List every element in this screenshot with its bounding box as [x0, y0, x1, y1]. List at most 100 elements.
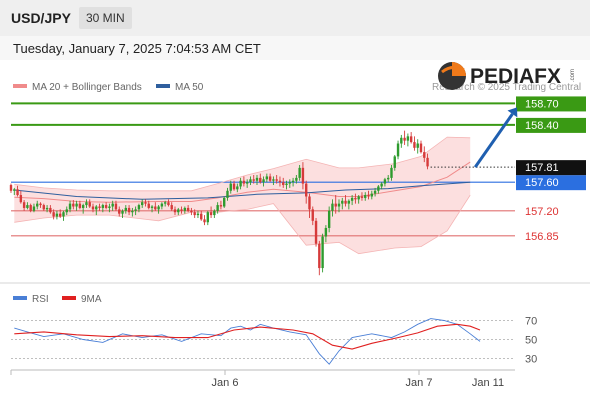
candle [160, 202, 164, 210]
candle [101, 203, 105, 213]
rsi-tick-label: 70 [525, 316, 537, 328]
candle [167, 199, 170, 207]
candle-body [55, 213, 59, 217]
candle-body [318, 243, 321, 269]
candle-body [68, 203, 72, 210]
candle-body [124, 207, 127, 211]
candle [298, 164, 301, 181]
candle [49, 205, 52, 214]
candle-body [32, 206, 36, 211]
candle-body [252, 179, 255, 181]
candle [226, 187, 229, 201]
candle-body [282, 182, 285, 186]
candle [278, 176, 282, 187]
candle-body [305, 183, 308, 197]
candle [127, 205, 131, 216]
level-label-156.85: 156.85 [525, 231, 559, 243]
candle [357, 195, 360, 204]
candle-body [272, 179, 275, 181]
candle-body [114, 203, 118, 210]
candle [383, 177, 387, 187]
candle-body [423, 152, 426, 158]
candle-body [200, 213, 203, 220]
candle [341, 197, 344, 210]
chart-area: 158.70 158.40 157.60 157.20 156.85 157.81 Res… [0, 60, 590, 400]
candle-body [134, 209, 137, 211]
candle-body [387, 177, 390, 180]
candle-body [413, 142, 416, 148]
candle [416, 139, 419, 154]
rsi-tick-label: 50 [525, 335, 537, 347]
candle-body [268, 176, 272, 181]
candle [413, 136, 416, 151]
legend-9ma-label: 9MA [81, 294, 102, 305]
candle-body [229, 183, 232, 191]
candle-body [380, 183, 383, 187]
candle-body [170, 205, 173, 210]
candle-body [52, 212, 55, 217]
candle-body [216, 205, 219, 211]
candle [331, 199, 334, 217]
candle [255, 175, 259, 186]
candle [360, 192, 364, 201]
symbol-label: USD/JPY [11, 10, 71, 26]
legend-ma50-label: MA 50 [175, 82, 204, 93]
candle [180, 206, 183, 214]
candle [32, 203, 36, 213]
bollinger-lower-line [14, 194, 471, 255]
candle [318, 240, 321, 276]
candle [144, 199, 147, 207]
candle [59, 209, 62, 218]
legend-rsi-label: RSI [32, 294, 49, 305]
candle [95, 205, 98, 216]
candle [91, 203, 95, 213]
candle [249, 176, 252, 186]
candle-body [127, 207, 131, 213]
candle [19, 190, 23, 204]
legend-ma20-label: MA 20 + Bollinger Bands [32, 82, 142, 93]
candle-body [150, 206, 154, 208]
candle-body [377, 186, 380, 191]
candle-body [259, 177, 262, 183]
candle [170, 202, 173, 211]
current-price-label: 157.81 [525, 162, 559, 174]
candle [39, 202, 42, 208]
candle [85, 199, 88, 208]
candle [55, 210, 59, 220]
candle-body [154, 206, 157, 210]
candle [219, 200, 223, 210]
candle-body [393, 156, 396, 168]
candle-body [314, 220, 318, 244]
candle [78, 200, 82, 210]
candle [42, 203, 45, 211]
candle-body [367, 195, 370, 197]
brand-logo: PEDIAFX .com [434, 58, 580, 99]
candle-body [223, 197, 226, 207]
candle [301, 162, 305, 190]
candle [259, 173, 262, 184]
candle-body [157, 206, 160, 210]
candle-body [242, 180, 246, 184]
timeframe-button[interactable]: 30 MIN [79, 7, 132, 29]
candle [334, 195, 337, 214]
candle-body [390, 167, 393, 178]
candle [62, 210, 65, 221]
candle [305, 180, 308, 204]
candle-body [341, 200, 344, 204]
candle-body [147, 203, 150, 208]
candle [16, 185, 19, 197]
candle-body [400, 137, 403, 144]
candle [393, 154, 396, 171]
candle-body [101, 205, 105, 208]
candle-body [118, 209, 121, 214]
candle-body [19, 195, 23, 203]
candle [213, 209, 216, 218]
candle [324, 225, 328, 243]
candle [239, 177, 242, 190]
candle-body [347, 200, 351, 204]
candle-body [173, 209, 177, 213]
candle-body [426, 157, 429, 167]
candle [387, 175, 390, 183]
candle-body [98, 206, 101, 208]
